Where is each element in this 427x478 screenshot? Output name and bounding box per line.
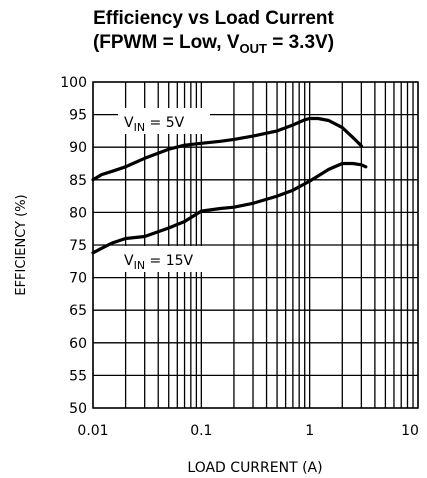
y-tick-label: 75 — [69, 238, 87, 254]
chart-title: Efficiency vs Load Current — [93, 8, 334, 29]
series-labels: VIN = 5V VIN = 15V — [124, 115, 194, 272]
y-tick-label: 90 — [69, 140, 87, 156]
y-tick-label: 70 — [69, 271, 87, 287]
x-tick-label: 0.1 — [190, 423, 212, 439]
plot-frame — [92, 81, 419, 409]
subtitle-suffix: = 3.3V) — [266, 32, 335, 53]
y-tick-label: 95 — [69, 108, 87, 124]
y-tick-label: 80 — [69, 205, 87, 221]
series-line-1 — [91, 116, 363, 182]
series-line-2 — [91, 161, 368, 255]
series-label-1: VIN = 5V — [124, 115, 185, 134]
x-tick-label: 10 — [401, 423, 419, 439]
subtitle-subscript: OUT — [239, 40, 267, 56]
series-label-bg-1 — [118, 108, 210, 134]
chart-subtitle: (FPWM = Low, VOUT = 3.3V) — [0, 32, 427, 56]
y-tick-label: 100 — [60, 75, 87, 91]
x-tick-label: 1 — [305, 423, 314, 439]
y-axis-label: EFFICIENCY (%) — [14, 194, 29, 295]
subtitle-prefix: (FPWM = Low, V — [92, 32, 240, 53]
grid — [92, 81, 419, 409]
y-tick-label: 85 — [69, 173, 87, 189]
y-tick-label: 50 — [69, 401, 87, 417]
x-axis-label: LOAD CURRENT (A) — [187, 460, 322, 476]
series-group — [91, 108, 368, 272]
series-label-bg-2 — [118, 246, 210, 272]
tick-labels: 50 55 60 65 70 75 80 85 90 95 100 0.01 0.1 1 10 — [60, 75, 419, 439]
y-tick-label: 55 — [69, 368, 87, 384]
series-label-2: VIN = 15V — [124, 253, 194, 272]
y-tick-label: 65 — [69, 303, 87, 319]
x-tick-label: 0.01 — [77, 423, 108, 439]
y-tick-label: 60 — [69, 336, 87, 352]
